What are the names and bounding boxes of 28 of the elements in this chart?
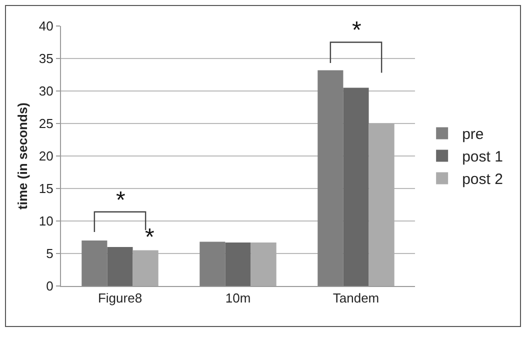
y-tick-label: 35 [38,51,54,66]
y-tick-label: 30 [38,84,54,99]
x-tick-label: Figure8 [98,290,142,306]
legend-label: post 1 [462,148,503,166]
bar [82,240,108,286]
legend-label: pre [462,126,484,144]
y-tick-label: 15 [38,181,54,196]
bar [368,124,394,286]
bar [250,242,276,286]
x-tick-label: 10m [225,290,251,306]
bar [200,242,226,286]
bar [318,70,344,286]
y-tick-label: 20 [38,148,54,164]
bar [107,247,133,286]
y-tick-label: 40 [38,18,54,34]
y-tick-label: 10 [38,214,54,229]
bar [132,250,158,286]
y-tick-label: 25 [38,116,54,132]
y-tick-label: 0 [46,278,54,294]
x-tick-label: Tandem [332,290,380,306]
annotation: * [352,17,362,44]
annotation: * [145,224,154,251]
y-axis-title: time (in seconds) [14,102,30,210]
annotation: * [116,187,126,214]
legend-label: post 2 [462,171,503,188]
bar [225,242,251,286]
y-tick-label: 5 [46,246,54,262]
bar [343,88,369,286]
